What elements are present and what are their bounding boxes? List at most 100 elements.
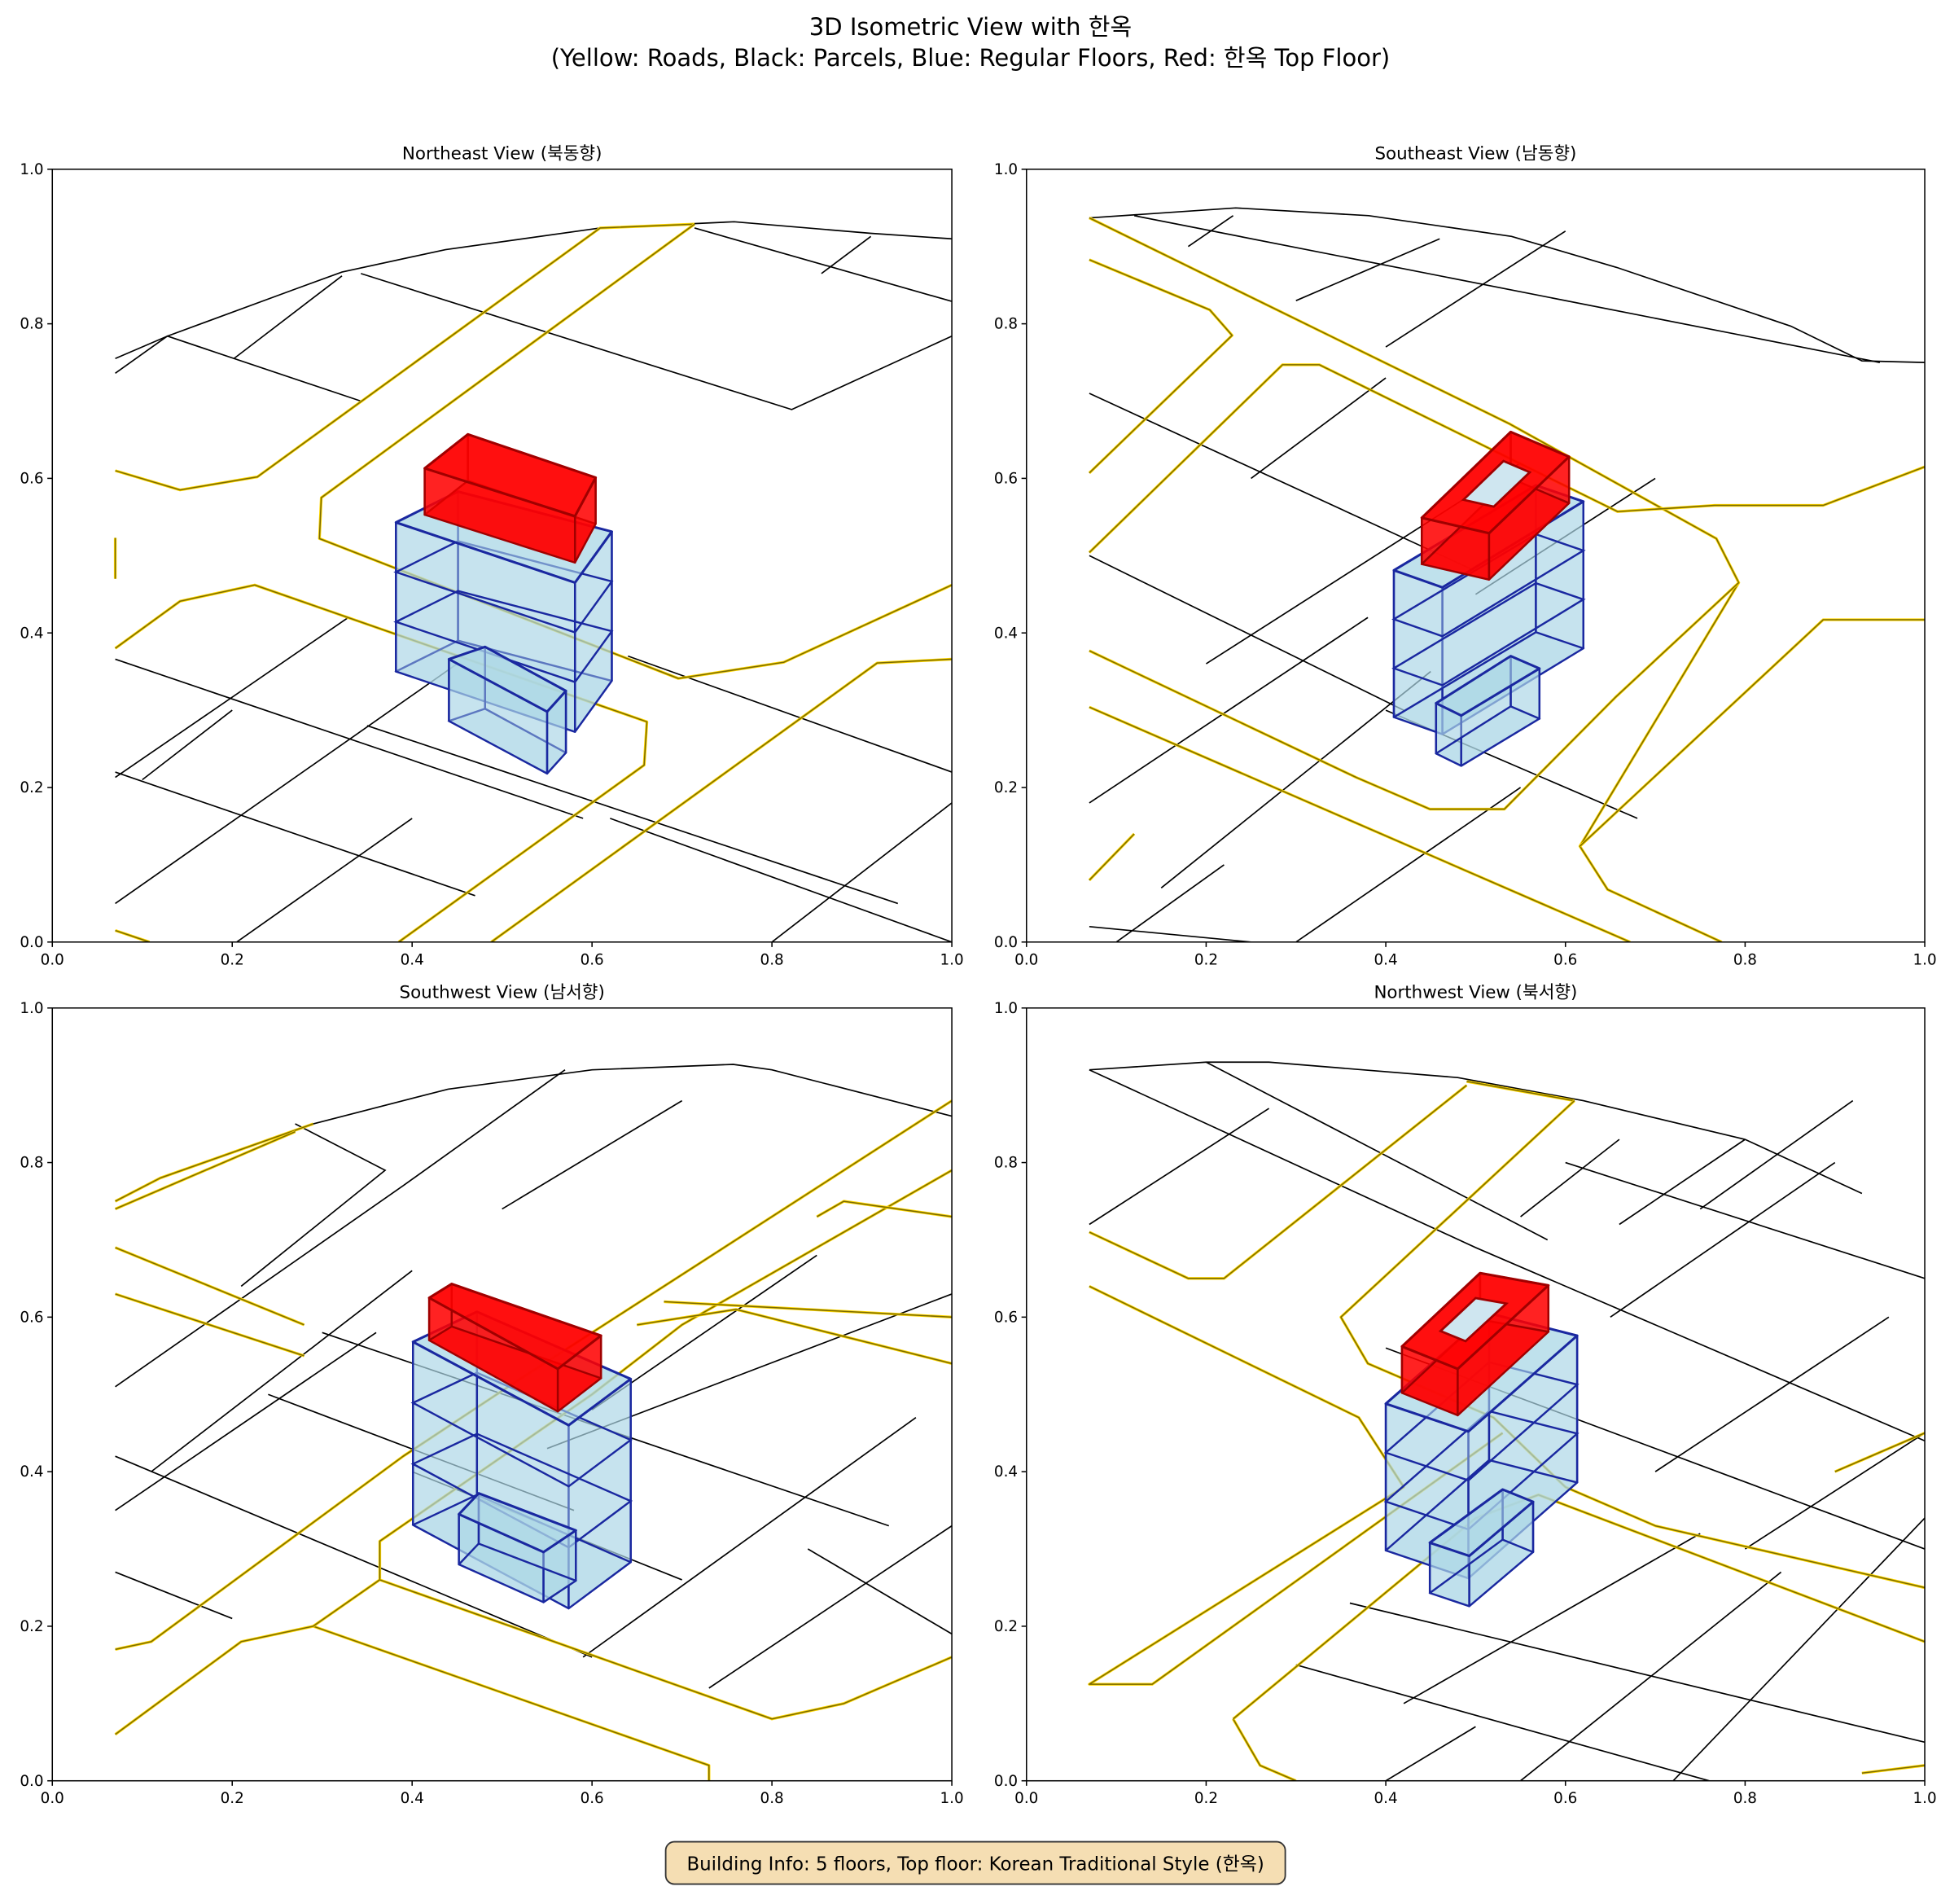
hanok-top-floor [427,1283,603,1413]
y-tick-label: 1.0 [994,1000,1018,1017]
road-edge-line [1089,1285,1504,1685]
y-tick-label: 0.0 [994,1773,1018,1790]
road-edge-line [816,1200,953,1217]
parcel-line [1089,1068,1926,1442]
road-edge-line [379,1579,953,1720]
y-tick-label: 0.8 [20,1155,43,1172]
x-tick-label: 0.8 [1733,951,1757,968]
parcel-line [115,1455,593,1658]
parcel-line [115,663,458,905]
road-edge-line [1089,1085,1467,1279]
road-edge-line [1089,706,1631,942]
x-tick-label: 0.2 [1194,951,1218,968]
floor-block-2 [1428,1488,1535,1608]
parcel-line [233,275,343,359]
floor-block-2 [458,1492,578,1603]
parcel-line [821,235,872,274]
hanok-top-floor-courtyard [1438,1296,1509,1343]
y-tick-label: 0.8 [20,316,43,333]
x-tick-label: 0.4 [1374,1790,1398,1807]
floor-block-1-floor-line [410,1371,633,1488]
x-tick-label: 0.0 [41,1790,64,1807]
parcel-line [807,1548,953,1635]
parcel-line [628,655,953,773]
parcel-line [115,771,475,897]
floor-block-2 [447,645,567,775]
subplot-1: 0.0 0.2 0.4 0.6 0.8 1.0 0.0 0.2 0.4 0.6 0.8 1.0 Nort… [20,144,963,969]
parcel-line [771,802,953,942]
plot-area [1088,207,1926,942]
road-edge-line [1089,364,1926,554]
road-edge-line [115,223,695,491]
parcel-line [313,1064,953,1125]
x-tick-label: 1.0 [940,951,964,968]
road-line [114,1625,711,1781]
figure-title-line1: 3D Isometric View with 한옥 [809,13,1132,41]
road-edge-line [1089,217,1740,942]
axes-frame [51,169,953,943]
subplot-4: 0.0 0.2 0.4 0.6 0.8 1.0 0.0 0.2 0.4 0.6 0.8 1.0 Nort… [994,983,1937,1808]
road-edge-line [1089,581,1740,810]
floor-block-2-top-face [447,645,567,713]
road-edge-line [318,223,953,679]
parcel-line [1089,207,1926,363]
plot-area [114,1064,953,1781]
x-tick-label: 0.6 [581,1790,604,1807]
parcel-line [115,616,349,779]
x-tick-label: 0.2 [1194,1790,1218,1807]
road-edge-line [664,1301,953,1318]
axes-frame [1026,169,1926,943]
floor-block-1-floor-line [1391,581,1586,687]
road-edge-line [115,1625,710,1781]
parcel-line [1089,393,1476,573]
parcel-line [1160,670,1431,888]
parcel-line [708,1525,953,1689]
road-edge-line [1579,619,1926,847]
y-tick-label: 1.0 [20,1000,43,1017]
x-tick-label: 0.0 [1014,1790,1038,1807]
y-tick-label: 0.2 [994,779,1018,796]
parcel-line [115,1069,566,1388]
road-edge-line [115,1293,305,1357]
road-line [312,1169,953,1628]
hanok-top-floor-courtyard [1461,459,1532,508]
subplot-2: 0.0 0.2 0.4 0.6 0.8 1.0 0.0 0.2 0.4 0.6 0.8 1.0 Sout… [994,144,1937,969]
y-tick-label: 0.6 [994,471,1018,488]
floor-block-2-top-face [1435,655,1541,717]
y-tick-label: 0.8 [994,1155,1018,1172]
parcel-line [115,658,584,819]
hanok-top-floor [1400,1271,1550,1417]
road-edge-line [1089,833,1135,881]
figure-title-line2: (Yellow: Roads, Black: Parcels, Blue: Re… [551,44,1391,72]
parcel-line [1385,1726,1476,1781]
floor-block-2 [1434,655,1541,767]
parcel-line [1565,1161,1926,1279]
parcel-line [1089,555,1404,711]
road-edge-line [1232,1718,1297,1781]
subplot-title: Northeast View (북동향) [402,144,602,165]
parcel-line [1089,925,1251,942]
parcel-line [1385,230,1566,348]
y-tick-label: 0.0 [20,934,43,951]
parcel-line [115,221,953,360]
y-tick-label: 0.4 [20,1463,43,1481]
floor-block-1-floor-line [1383,1410,1580,1531]
info-box [664,1840,1286,1885]
x-tick-label: 0.8 [760,951,784,968]
y-tick-label: 0.0 [20,1773,43,1790]
road-line [1232,1718,1297,1781]
road-edge-line [115,1099,953,1651]
road-line [1579,618,1926,848]
road-edge-line [1340,1100,1926,1589]
road-edge-line [1089,259,1233,474]
road-edge-line [1466,1081,1575,1102]
parcel-line [115,1331,377,1511]
parcel-line [151,1270,413,1472]
y-tick-label: 1.0 [20,161,43,178]
hanok-top-floor-top-face [423,432,598,518]
parcel-line [1187,215,1234,248]
road-edge-line [115,1130,296,1210]
x-tick-label: 0.4 [401,951,424,968]
x-tick-label: 0.8 [1733,1790,1757,1807]
